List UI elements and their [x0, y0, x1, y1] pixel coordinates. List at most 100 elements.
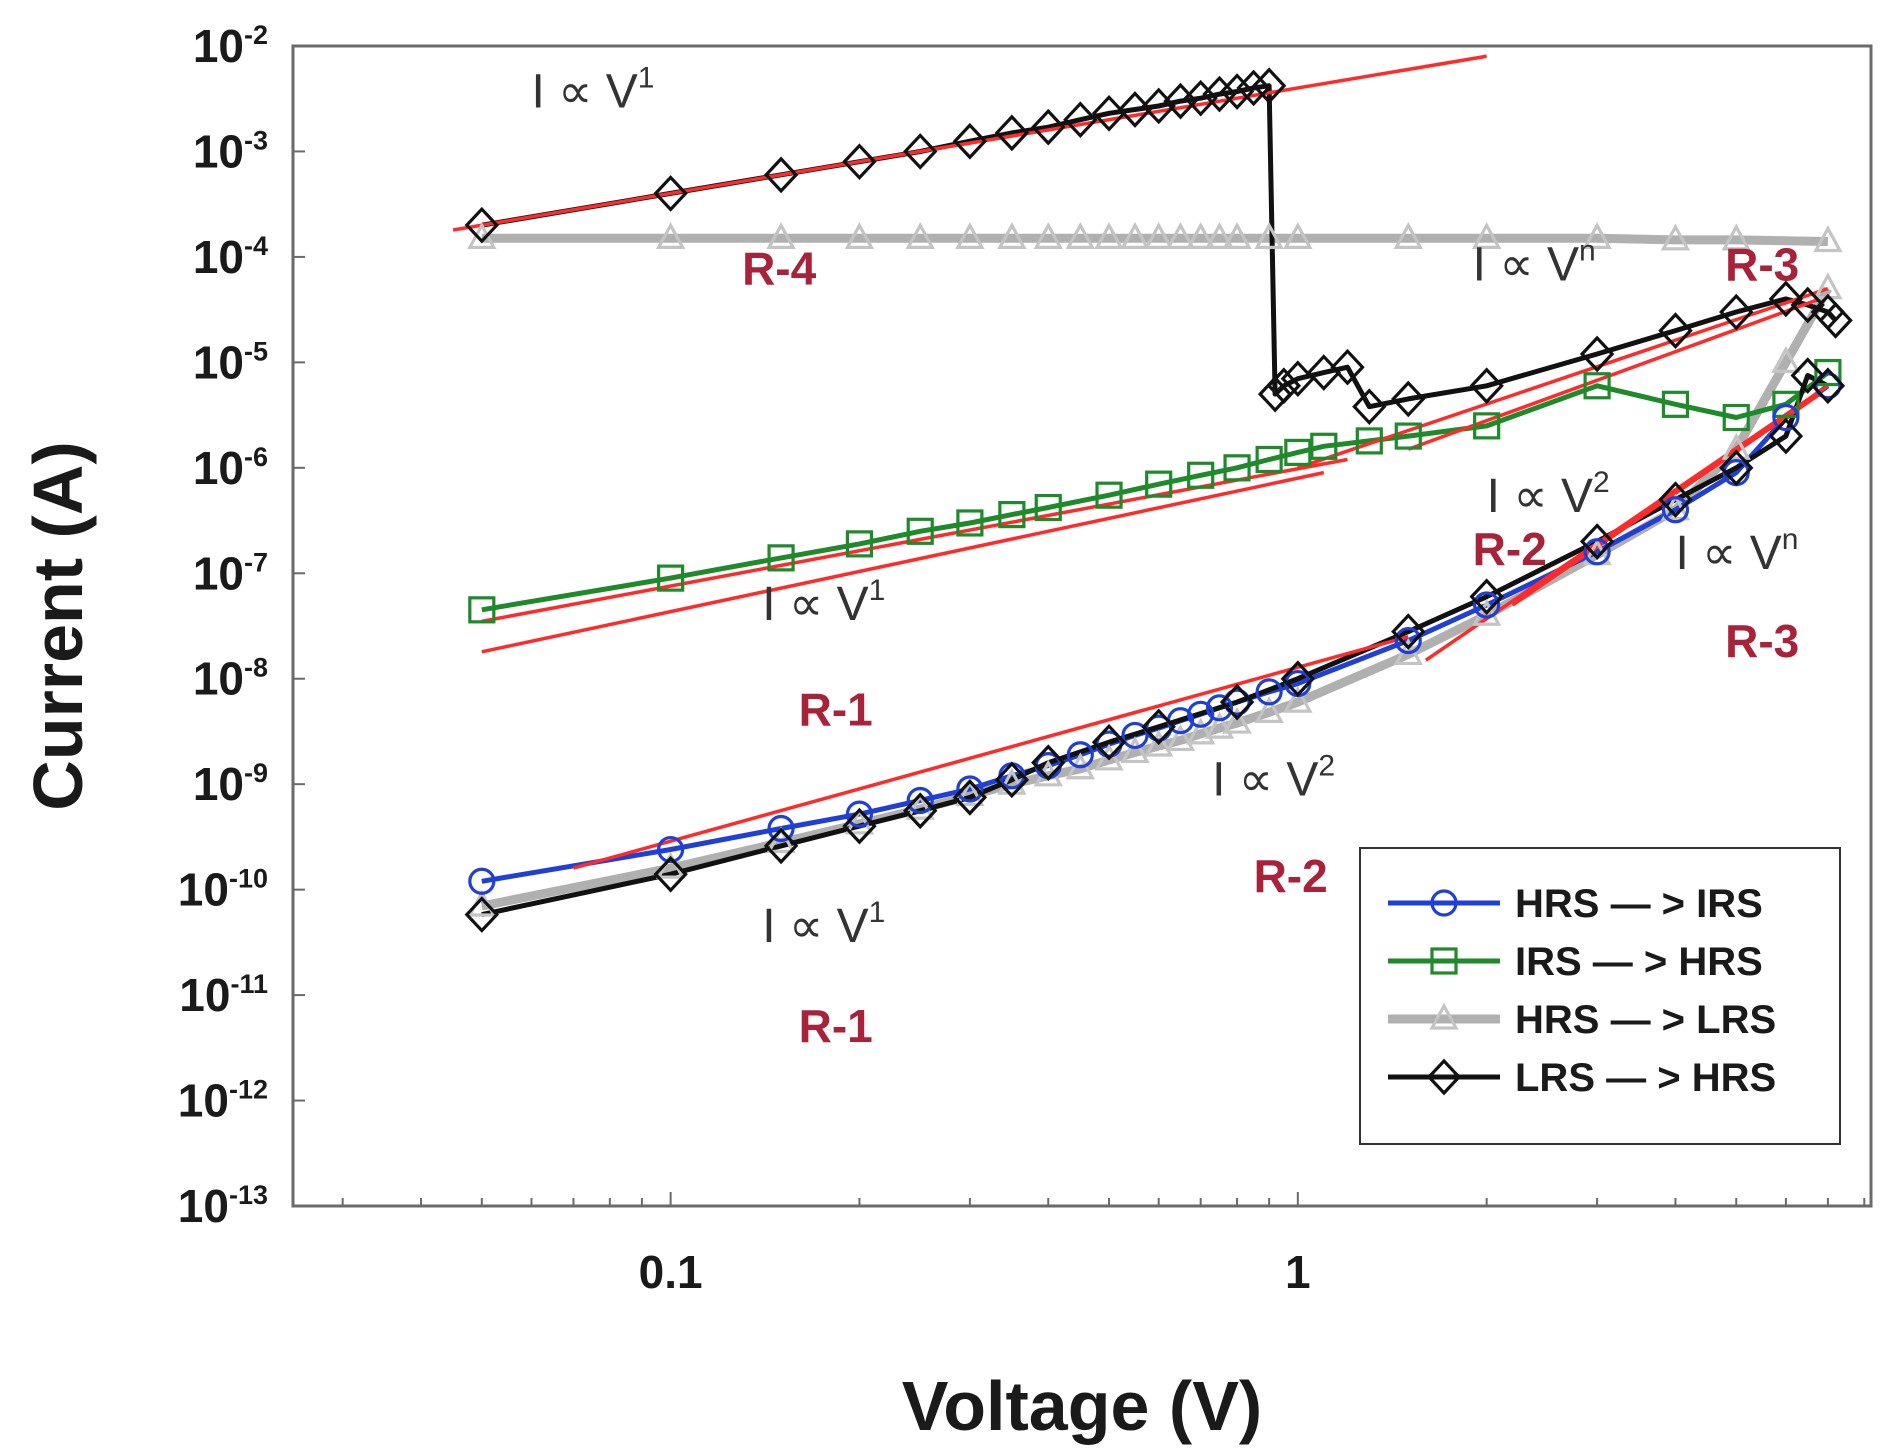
data-point-lrs-hrs — [464, 206, 500, 244]
data-point-hrs-lrs-lrs-sweep — [997, 221, 1027, 249]
data-point-irs-hrs — [1355, 427, 1383, 455]
data-point-hrs-lrs-lrs-sweep — [905, 221, 935, 249]
data-point-irs-hrs — [767, 544, 795, 572]
legend-marker-hrs-irs — [1430, 889, 1458, 917]
power-law-annotation: I ∝ V1 — [762, 574, 885, 631]
data-point-lrs-hrs — [1330, 348, 1365, 386]
data-point-hrs-lrs-lrs-sweep — [844, 221, 875, 249]
data-point-irs-hrs — [845, 530, 874, 558]
region-label-r-2: R-2 — [1473, 523, 1547, 575]
data-point-irs-hrs — [1722, 403, 1750, 432]
data-point-hrs-lrs-lrs-sweep — [1165, 221, 1196, 249]
data-point-lrs-hrs — [1579, 335, 1615, 373]
power-law-annotation: I ∝ Vn — [1473, 234, 1596, 291]
region-label-r-4: R-4 — [742, 242, 817, 294]
data-point-lrs-hrs-hrs-sweep — [952, 779, 988, 816]
data-point-hrs-lrs-lrs-sweep — [1185, 221, 1216, 249]
fit-line-r-1-fit-upper-blue — [481, 470, 1325, 654]
power-law-text: I ∝ V — [1212, 754, 1318, 807]
data-point-lrs-hrs-hrs-sweep — [1141, 708, 1176, 746]
y-tick-exponent: -11 — [230, 969, 268, 999]
y-tick-exponent: -9 — [244, 758, 268, 788]
data-point-lrs-hrs — [1266, 367, 1302, 405]
y-tick-label: 10-12 — [178, 1075, 268, 1127]
data-point-hrs-lrs-lrs-sweep — [655, 221, 686, 249]
data-point-lrs-hrs-hrs-sweep — [763, 827, 799, 865]
power-law-exponent: 1 — [869, 574, 886, 607]
data-point-lrs-hrs-hrs-sweep — [1280, 660, 1316, 698]
power-law-text: I ∝ V — [762, 578, 868, 631]
y-tick-label: 10-10 — [178, 864, 268, 916]
data-point-irs-hrs — [1473, 412, 1501, 440]
fit-line-r-1-r-2-fit-lower — [572, 635, 1409, 870]
legend-label-hrs-lrs: HRS — > LRS — [1515, 998, 1776, 1042]
data-point-lrs-hrs — [1063, 101, 1098, 139]
data-point-lrs-hrs — [1818, 302, 1853, 339]
data-point-hrs-lrs — [1471, 598, 1502, 626]
data-point-hrs-irs — [1814, 372, 1842, 400]
data-point-lrs-hrs-hrs-sweep — [1091, 723, 1127, 761]
data-point-hrs-lrs — [997, 767, 1027, 795]
data-point-hrs-irs — [468, 867, 496, 895]
data-point-lrs-hrs — [1251, 67, 1287, 105]
y-tick-label: 10-5 — [193, 336, 268, 388]
annotations: I ∝ V1R-4 I ∝ Vn R-3I ∝ V2R-2 I ∝ VnR-3I ∝ … — [531, 62, 1799, 1052]
data-point-hrs-irs — [1394, 626, 1422, 655]
data-point-irs-hrs — [1145, 470, 1173, 498]
data-point-hrs-irs — [1255, 678, 1283, 706]
data-point-hrs-lrs — [1771, 346, 1801, 373]
data-point-hrs-lrs — [1204, 711, 1235, 739]
data-point-lrs-hrs-hrs-sweep — [1391, 613, 1426, 650]
power-law-annotation: I ∝ V2 — [1487, 466, 1610, 523]
x-axis-ticks: 0.1 1 — [341, 1192, 1866, 1298]
data-point-lrs-hrs — [1257, 375, 1293, 413]
legend-label-lrs-hrs: LRS — > HRS — [1515, 1056, 1776, 1100]
data-point-lrs-hrs-hrs-sweep — [464, 896, 500, 933]
power-law-annotation: I ∝ V2 — [1212, 750, 1335, 807]
data-point-hrs-lrs — [955, 779, 985, 807]
power-law-exponent: 1 — [869, 896, 886, 929]
data-point-hrs-lrs — [1094, 743, 1124, 771]
y-tick-label: 10-4 — [193, 231, 268, 283]
x-tick-label: 1 — [1285, 1246, 1311, 1298]
data-point-lrs-hrs — [994, 114, 1030, 152]
power-law-exponent: 2 — [1318, 750, 1335, 783]
data-point-hrs-lrs-lrs-sweep — [1660, 223, 1691, 251]
legend-marker-hrs-lrs — [1429, 1002, 1459, 1030]
y-tick-exponent: -12 — [229, 1075, 268, 1105]
y-tick-base: 10 — [193, 231, 244, 283]
data-point-hrs-lrs-lrs-sweep — [1283, 221, 1313, 249]
data-point-irs-hrs — [1187, 461, 1215, 489]
y-tick-label: 10-6 — [193, 442, 268, 494]
data-point-lrs-hrs — [1236, 69, 1271, 107]
power-law-text: I ∝ V — [1473, 238, 1579, 291]
data-point-lrs-hrs — [1091, 94, 1127, 132]
y-tick-label: 10-9 — [193, 758, 268, 810]
data-point-irs-hrs — [1034, 493, 1062, 522]
data-point-irs-hrs — [906, 517, 934, 545]
data-point-lrs-hrs — [1790, 286, 1825, 324]
region-label-r-2: R-2 — [1254, 850, 1328, 902]
fit-line-r-3-fit-lower-b — [1511, 392, 1821, 607]
power-law-text: I ∝ V — [531, 66, 637, 119]
legend-box — [1359, 847, 1841, 1145]
data-point-hrs-lrs — [1254, 696, 1284, 723]
data-point-hrs-lrs-lrs-sweep — [1813, 225, 1843, 253]
y-tick-base: 10 — [193, 547, 244, 599]
legend-marker-lrs-hrs — [1426, 1058, 1462, 1096]
data-point-hrs-lrs-lrs-sweep — [1721, 223, 1751, 251]
region-label-r-1: R-1 — [799, 684, 873, 736]
data-point-lrs-hrs — [1469, 367, 1504, 405]
fit-line-r-2-r-3-fit-upper-b — [1407, 297, 1821, 451]
data-point-irs-hrs — [1772, 390, 1800, 418]
data-point-lrs-hrs — [952, 122, 988, 160]
fit-line-r-4-fit — [452, 54, 1487, 232]
data-point-lrs-hrs — [1141, 87, 1176, 125]
data-point-lrs-hrs-hrs-sweep — [1031, 744, 1066, 781]
y-tick-exponent: -7 — [244, 547, 268, 577]
data-point-lrs-hrs-hrs-sweep — [994, 761, 1030, 799]
y-tick-exponent: -5 — [244, 336, 268, 366]
data-point-hrs-irs — [906, 786, 934, 815]
data-point-irs-hrs — [1223, 454, 1251, 482]
